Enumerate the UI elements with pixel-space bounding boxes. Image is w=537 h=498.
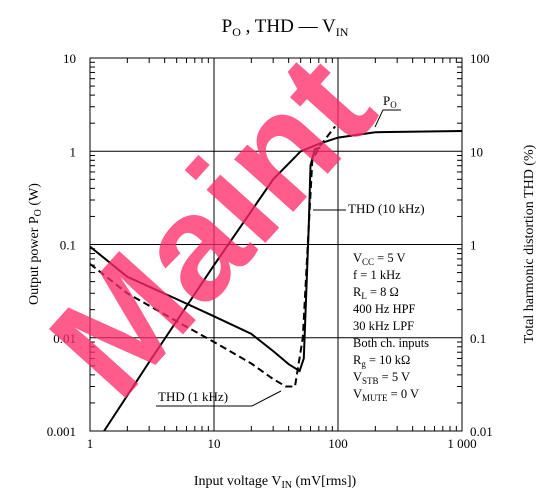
y-axis-left-title: Output power PO (W) bbox=[27, 183, 44, 305]
y-left-tick-label: 1 bbox=[70, 144, 77, 159]
chart-title: PO , THD — VIN bbox=[222, 16, 349, 39]
condition-sub: L bbox=[361, 291, 367, 301]
series-thd-10khz-line bbox=[89, 146, 321, 373]
y-axis-left-title-sub: O bbox=[33, 209, 44, 216]
condition-sub: STB bbox=[362, 376, 379, 386]
series-po-label-sub: O bbox=[390, 100, 397, 110]
chart-title-main-sub: O bbox=[232, 25, 241, 39]
x-tick-label: 1 bbox=[87, 436, 94, 451]
y-axis-left-title-unit: (W) bbox=[27, 183, 42, 209]
condition-rest: = 10 kΩ bbox=[366, 353, 410, 367]
condition-main: R bbox=[353, 285, 362, 299]
tick-labels: 1 10 100 1 000 0.001 0.01 0.1 1 10 0.01 0.1 1 10 100 bbox=[47, 51, 493, 451]
watermark: Maint bbox=[18, 23, 405, 426]
series-po-leader bbox=[374, 109, 384, 128]
chart-title-rest-sub: IN bbox=[336, 25, 349, 39]
y-axis-right-title: Total harmonic distortion THD (%) bbox=[522, 144, 537, 343]
condition-main: f = 1 kHz bbox=[353, 268, 401, 282]
series-thd-1khz-annotation: THD (1 kHz) bbox=[156, 389, 282, 407]
series-po-label: PO bbox=[383, 93, 397, 110]
condition-main: Both ch. inputs bbox=[353, 336, 429, 350]
chart-title-main: P bbox=[222, 16, 233, 37]
condition-line: VSTB = 5 V bbox=[353, 370, 410, 386]
condition-line: 30 kHz LPF bbox=[353, 319, 414, 333]
x-tick-label: 1 000 bbox=[447, 436, 476, 451]
condition-main: R bbox=[353, 353, 362, 367]
conditions-block: VCC = 5 V f = 1 kHz RL = 8 Ω 400 Hz HPF … bbox=[353, 251, 429, 403]
series-thd-1khz-line bbox=[89, 125, 336, 388]
condition-rest: = 0 V bbox=[388, 387, 419, 401]
chart-title-rest: , THD — V bbox=[241, 16, 336, 37]
y-right-tick-label: 100 bbox=[470, 51, 490, 66]
condition-main: V bbox=[353, 251, 362, 265]
condition-sub: CC bbox=[362, 257, 374, 267]
condition-main: 30 kHz LPF bbox=[353, 319, 414, 333]
condition-main: 400 Hz HPF bbox=[353, 302, 416, 316]
series-thd-10khz-annotation: THD (10 kHz) bbox=[313, 201, 425, 216]
y-left-tick-label: 10 bbox=[63, 51, 76, 66]
y-axis-left-title-main: Output power P bbox=[27, 216, 42, 305]
condition-sub: MUTE bbox=[362, 393, 388, 403]
y-right-tick-label: 0.01 bbox=[470, 424, 493, 439]
x-axis-title-unit: (mV[rms]) bbox=[292, 474, 356, 489]
y-right-tick-label: 10 bbox=[470, 144, 483, 159]
series-po-label-main: P bbox=[383, 93, 390, 108]
series-po-line bbox=[103, 130, 463, 432]
condition-line: VCC = 5 V bbox=[353, 251, 406, 267]
y-left-tick-label: 0.01 bbox=[53, 331, 76, 346]
series-thd-1khz-leader bbox=[251, 390, 282, 407]
x-axis-title: Input voltage VIN (mV[rms]) bbox=[194, 474, 357, 491]
series-thd-1khz-label: THD (1 kHz) bbox=[158, 389, 228, 404]
condition-rest: = 5 V bbox=[379, 370, 410, 384]
condition-line: VMUTE = 0 V bbox=[353, 387, 419, 403]
x-axis-title-main: Input voltage V bbox=[194, 474, 282, 489]
y-right-tick-label: 1 bbox=[470, 238, 477, 253]
condition-main: V bbox=[353, 370, 362, 384]
condition-rest: = 8 Ω bbox=[367, 285, 399, 299]
y-right-tick-label: 0.1 bbox=[470, 331, 486, 346]
condition-line: 400 Hz HPF bbox=[353, 302, 416, 316]
x-tick-label: 100 bbox=[328, 436, 348, 451]
condition-rest: = 5 V bbox=[374, 251, 405, 265]
y-left-tick-label: 0.1 bbox=[60, 238, 76, 253]
condition-line: RL = 8 Ω bbox=[353, 285, 399, 301]
condition-main: V bbox=[353, 387, 362, 401]
x-tick-label: 10 bbox=[208, 436, 221, 451]
grid bbox=[90, 58, 462, 431]
plot-frame bbox=[89, 57, 463, 432]
series-thd-10khz-label: THD (10 kHz) bbox=[348, 201, 425, 216]
condition-line: f = 1 kHz bbox=[353, 268, 401, 282]
condition-line: Rg = 10 kΩ bbox=[353, 353, 410, 369]
condition-sub: g bbox=[361, 359, 366, 369]
watermark-text: Maint bbox=[18, 23, 405, 426]
series-po-annotation: PO bbox=[374, 93, 401, 128]
condition-line: Both ch. inputs bbox=[353, 336, 429, 350]
x-axis-title-sub: IN bbox=[281, 480, 292, 491]
y-left-tick-label: 0.001 bbox=[47, 424, 76, 439]
